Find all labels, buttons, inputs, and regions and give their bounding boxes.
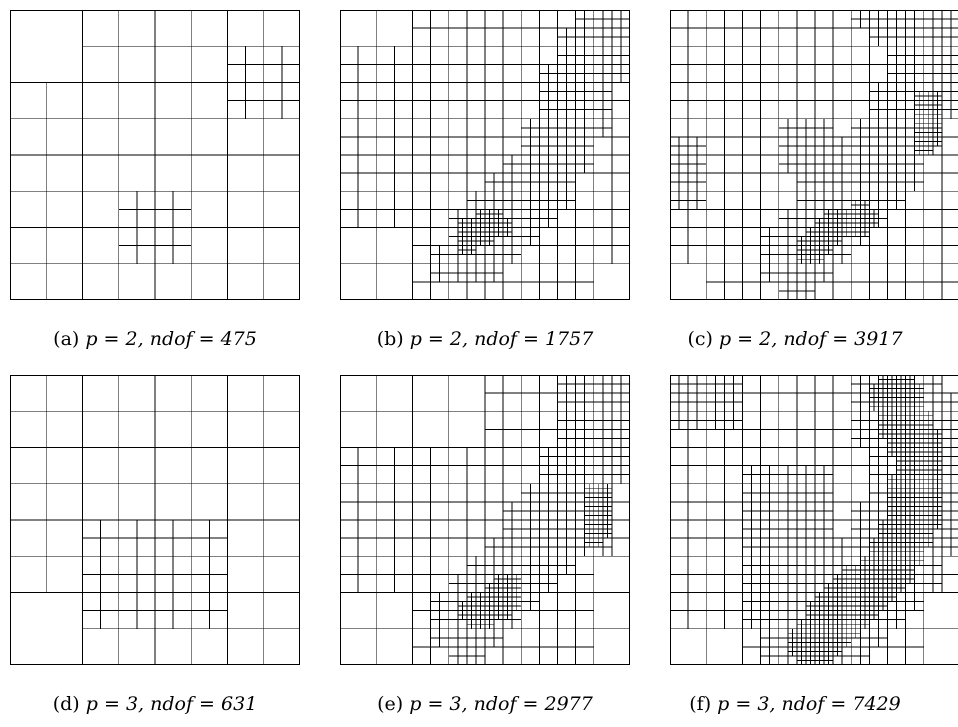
- mesh-cells-f: [670, 375, 958, 665]
- mesh-e: [340, 375, 630, 665]
- mesh-c: [670, 10, 958, 300]
- mesh-panel-d: [10, 375, 300, 665]
- mesh-a: [10, 10, 300, 300]
- mesh-cells-b: [340, 10, 630, 300]
- mesh-panel-f: [670, 375, 958, 665]
- mesh-cells-c: [670, 10, 958, 300]
- mesh-border-b: [340, 10, 630, 300]
- mesh-panel-b: [340, 10, 630, 300]
- mesh-border-c: [670, 10, 958, 300]
- mesh-cells-e: [340, 375, 630, 665]
- mesh-border-e: [340, 375, 630, 665]
- mesh-b: [340, 10, 630, 300]
- mesh-f: [670, 375, 958, 665]
- caption-a: (a) p = 2, ndof = 475: [53, 328, 257, 350]
- caption-b: (b) p = 2, ndof = 1757: [376, 328, 594, 350]
- mesh-border-f: [670, 375, 958, 665]
- caption-c: (c) p = 2, ndof = 3917: [687, 328, 903, 350]
- mesh-panel-e: [340, 375, 630, 665]
- mesh-panel-c: [670, 10, 958, 300]
- mesh-d: [10, 375, 300, 665]
- mesh-cells-d: [10, 375, 300, 665]
- mesh-border-a: [10, 10, 300, 300]
- caption-d: (d) p = 3, ndof = 631: [52, 693, 258, 715]
- mesh-panel-a: [10, 10, 300, 300]
- mesh-cells-a: [10, 10, 300, 300]
- mesh-border-d: [10, 375, 300, 665]
- caption-f: (f) p = 3, ndof = 7429: [689, 693, 901, 715]
- caption-e: (e) p = 3, ndof = 2977: [377, 693, 593, 715]
